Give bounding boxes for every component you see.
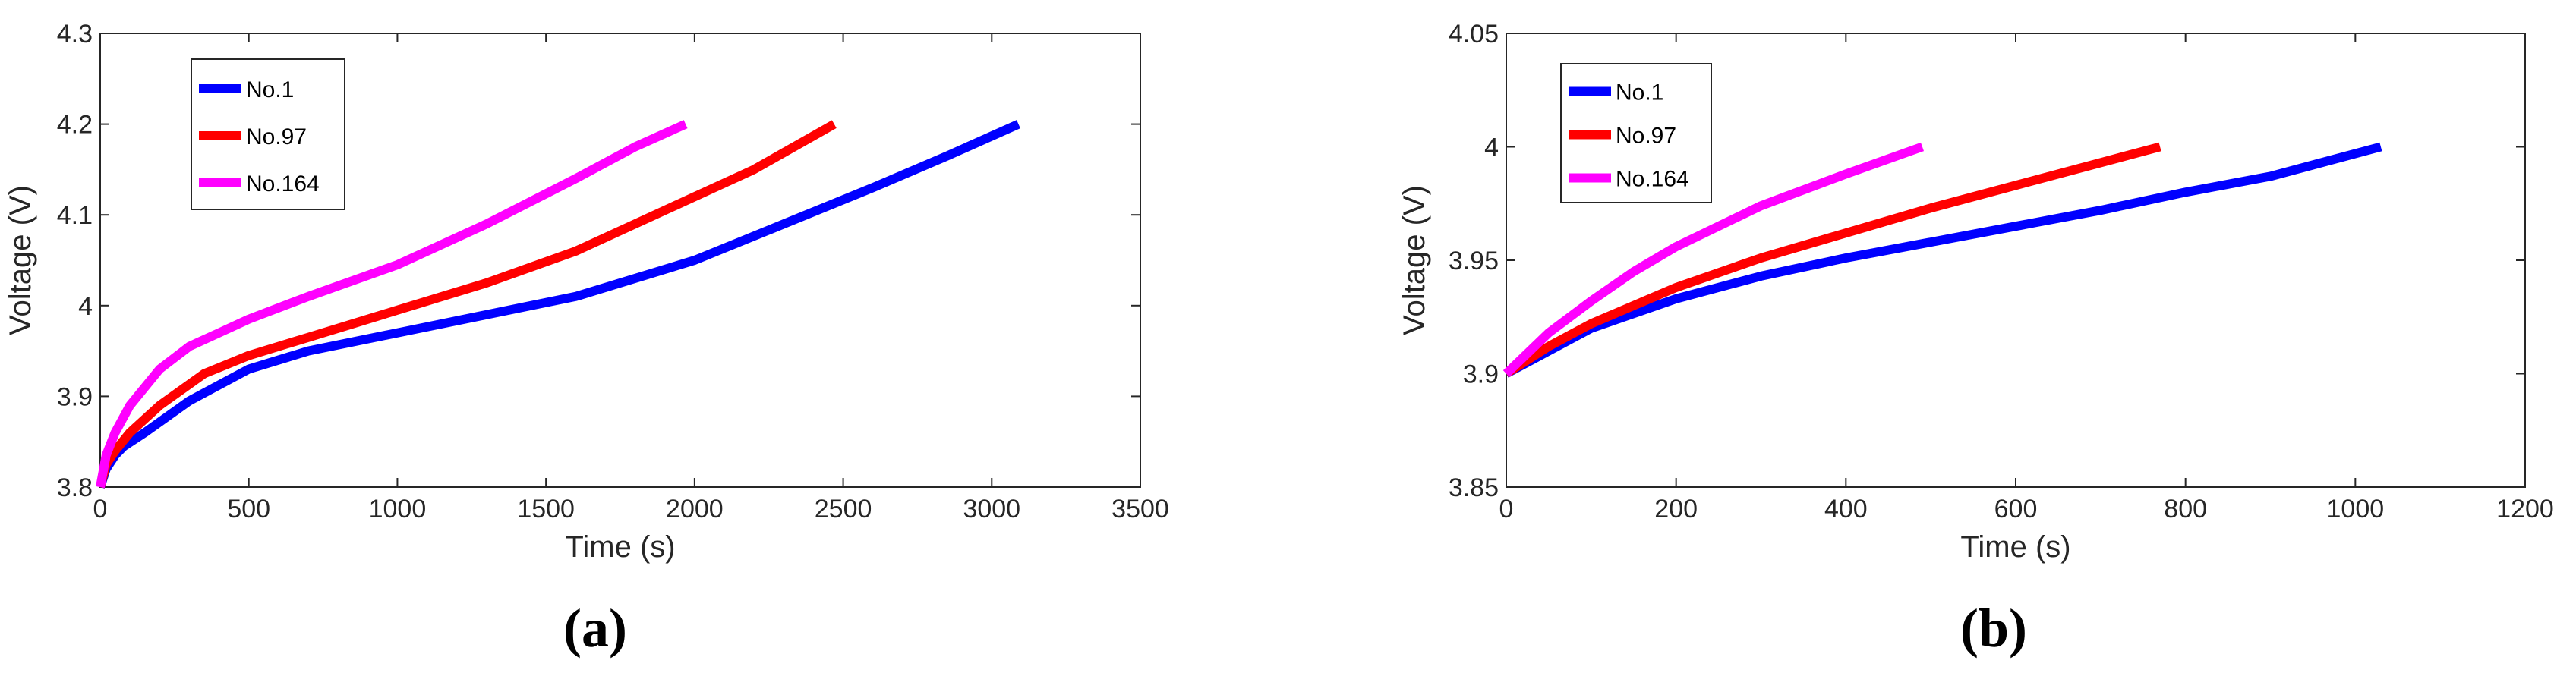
x-axis-label: Time (s) [565, 530, 675, 564]
y-tick-label: 4.2 [57, 111, 93, 140]
y-tick-label: 3.9 [57, 382, 93, 411]
x-tick-label: 0 [93, 495, 108, 524]
y-tick-label: 4.05 [1449, 20, 1499, 49]
y-tick-label: 4.1 [57, 201, 93, 230]
legend-label: No.164 [246, 171, 320, 197]
y-tick-label: 3.85 [1449, 473, 1499, 502]
series-line-no97 [1503, 142, 2161, 378]
x-tick-label: 1500 [517, 495, 575, 524]
x-tick-label: 1200 [2496, 495, 2554, 524]
x-tick-label: 0 [1499, 495, 1514, 524]
chart-a: 0 500 1000 1500 2000 2500 3000 3500 3.8 3.9 4 4.1 4.… [4, 20, 1169, 659]
x-axis-label: Time (s) [1960, 530, 2070, 564]
panel-label: (b) [1960, 598, 2027, 659]
x-tick-label: 600 [1994, 495, 2038, 524]
x-tick-label: 500 [227, 495, 270, 524]
legend-label: No.97 [1616, 124, 1676, 149]
x-tick-label: 800 [2164, 495, 2207, 524]
x-tick-label: 200 [1654, 495, 1698, 524]
y-tick-label: 4.3 [57, 20, 93, 49]
panel-label: (a) [563, 598, 627, 659]
x-tick-label: 3000 [963, 495, 1020, 524]
y-tick-label: 4 [78, 292, 93, 321]
chart-b: 0 200 400 600 800 1000 1200 3.85 3.9 3.95 4 4.05 Tim… [1398, 20, 2554, 659]
x-tick-label: 2000 [666, 495, 724, 524]
x-tick-label: 2500 [815, 495, 872, 524]
x-tick-label: 400 [1824, 495, 1868, 524]
y-axis-label: Voltage (V) [1398, 185, 1431, 335]
legend-label: No.164 [1616, 167, 1689, 192]
x-tick-label: 3500 [1111, 495, 1169, 524]
legend-label: No.1 [1616, 80, 1663, 105]
legend-label: No.97 [246, 124, 307, 149]
x-tick-label: 1000 [369, 495, 427, 524]
x-tick-label: 1000 [2327, 495, 2385, 524]
series-line-no97 [96, 120, 837, 489]
y-tick-label: 3.9 [1463, 360, 1499, 389]
y-axis-label: Voltage (V) [4, 185, 37, 335]
y-tick-label: 4 [1484, 134, 1499, 162]
y-tick-label: 3.95 [1449, 247, 1499, 275]
y-tick-label: 3.8 [57, 473, 93, 502]
series-line-no164 [1502, 142, 1925, 377]
legend-label: No.1 [246, 77, 294, 102]
series-line-no164 [96, 120, 688, 489]
